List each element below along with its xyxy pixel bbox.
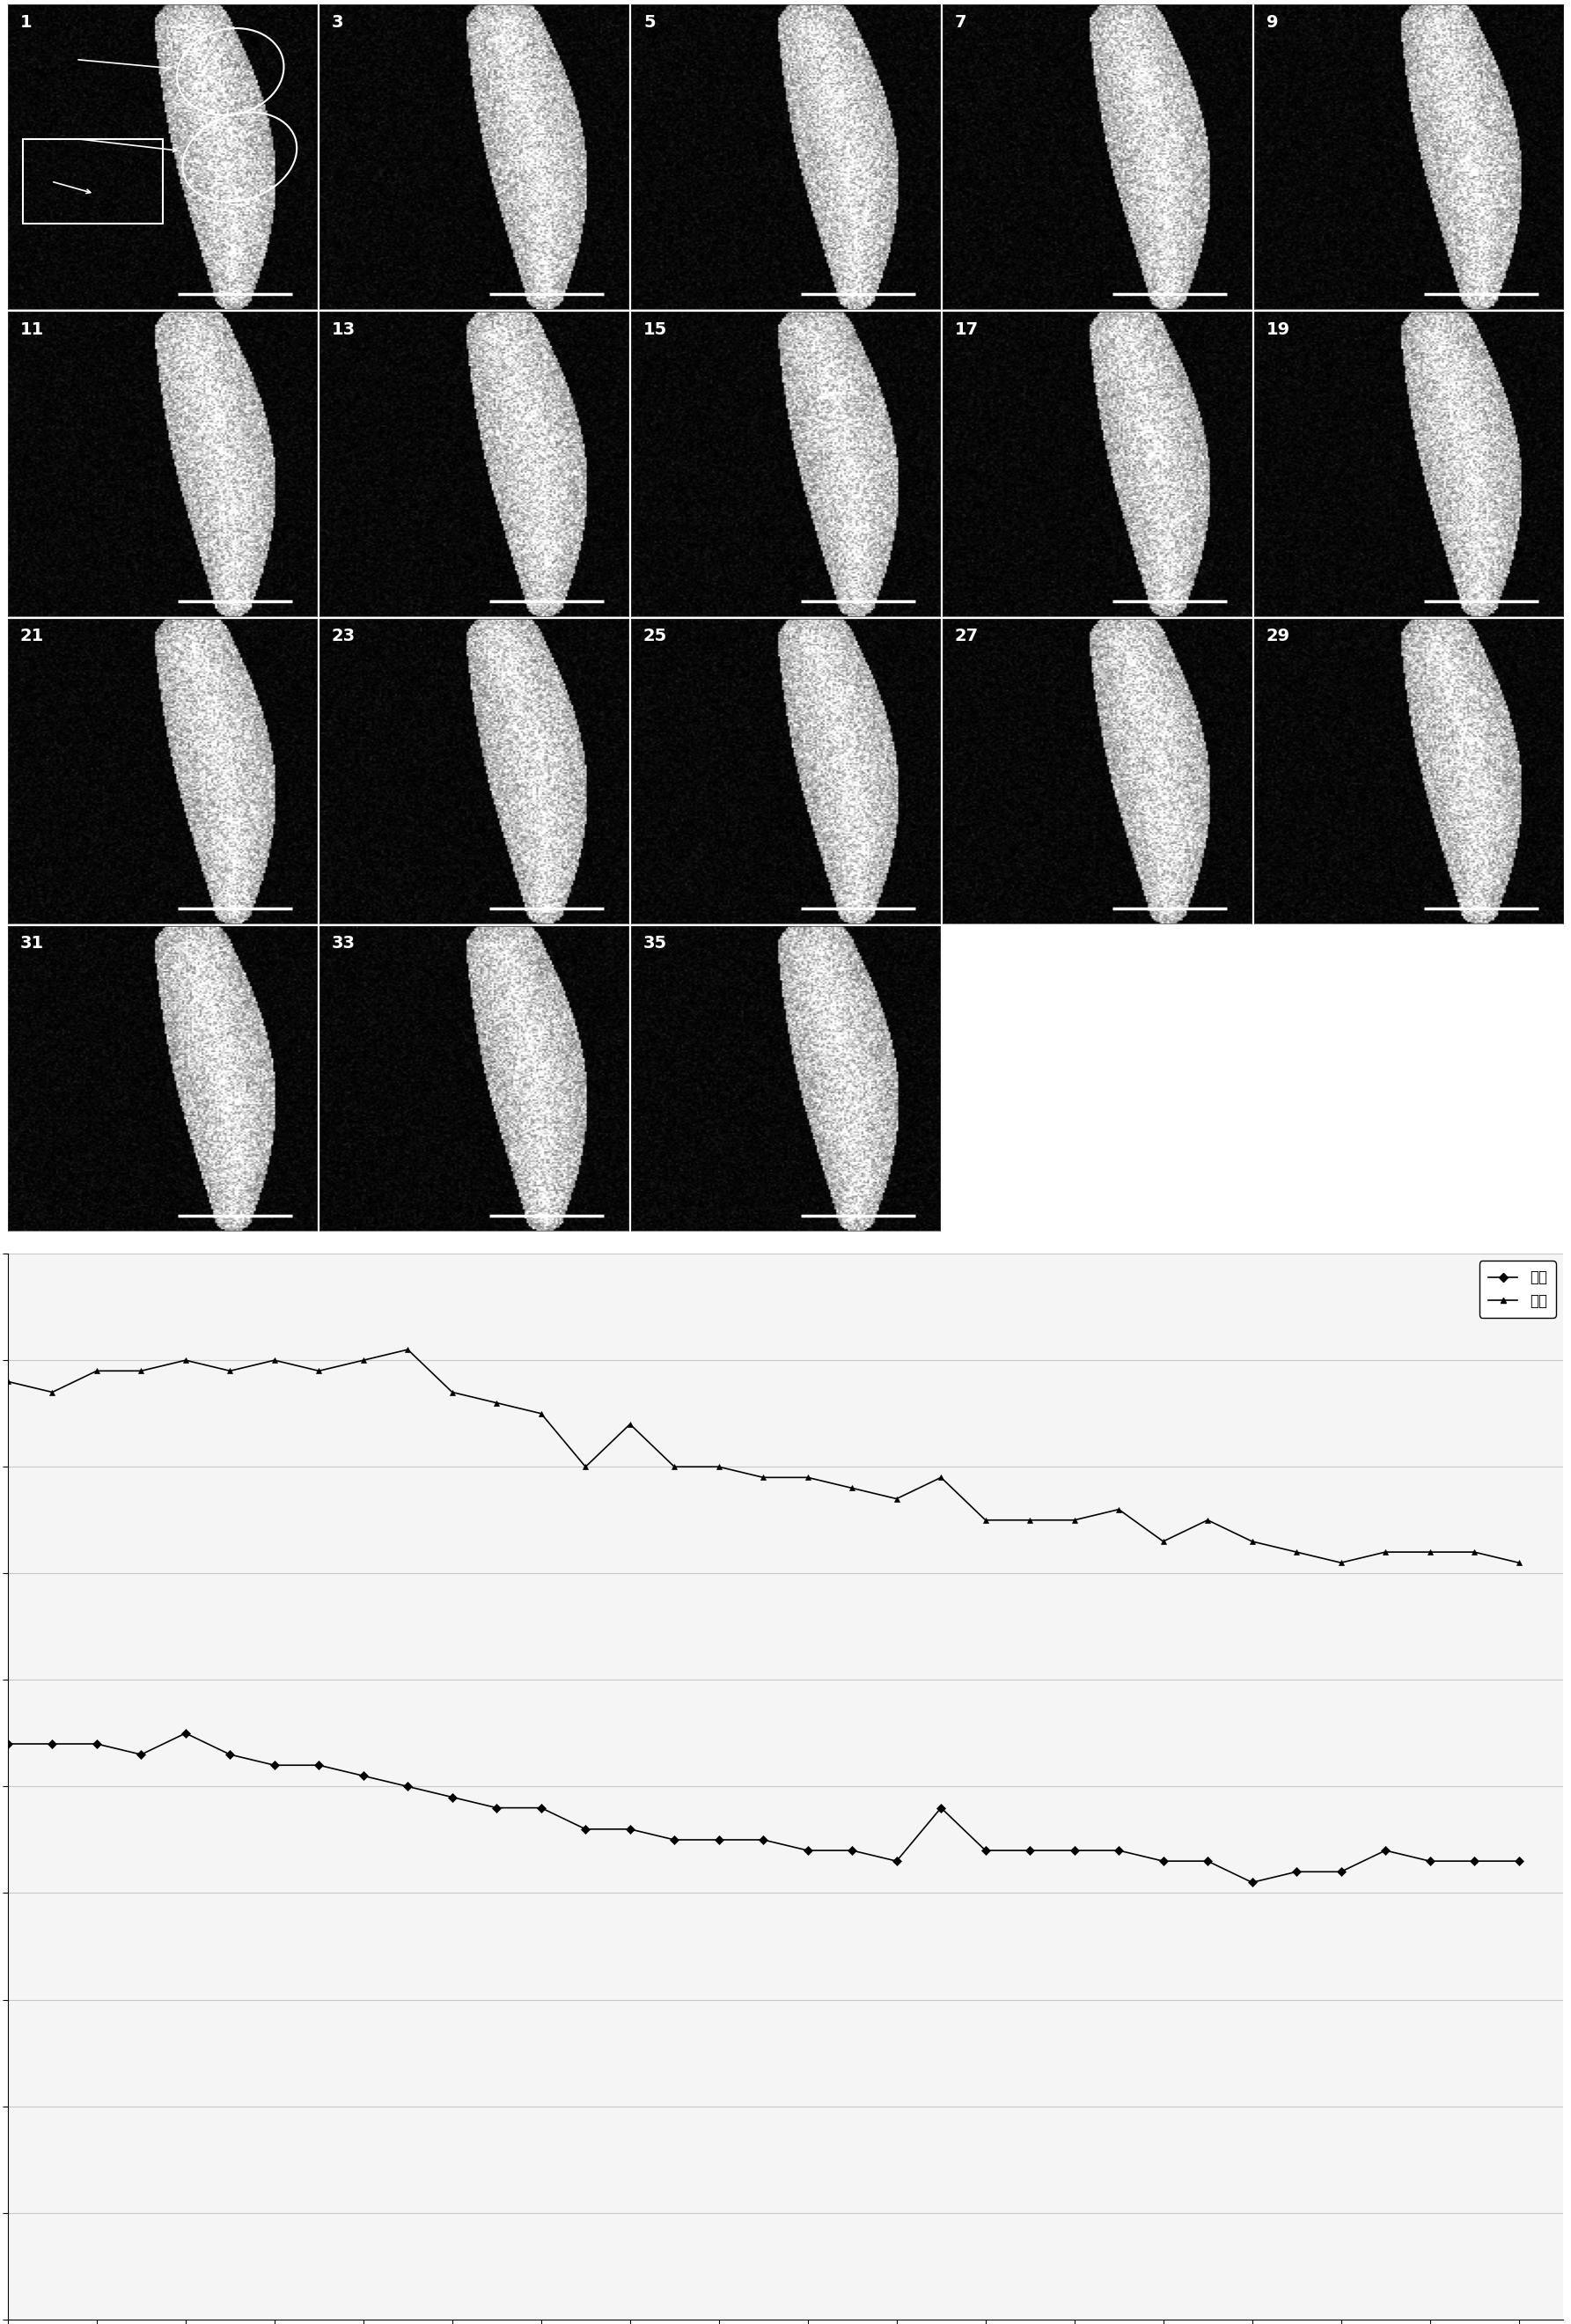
顶端: [798, 1836, 817, 1864]
Legend: 顶端, 底部: 顶端, 底部: [1480, 1262, 1555, 1318]
底部: [1021, 1506, 1040, 1534]
Text: 27: 27: [955, 627, 979, 644]
底部: [1065, 1506, 1084, 1534]
顶端: [842, 1836, 861, 1864]
底部: [1420, 1538, 1439, 1566]
底部: [621, 1411, 639, 1439]
顶端: [176, 1720, 195, 1748]
底部: [976, 1506, 994, 1534]
顶端: [1065, 1836, 1084, 1864]
底部: [1510, 1548, 1529, 1576]
顶端: [1376, 1836, 1395, 1864]
Text: 17: 17: [955, 321, 979, 337]
顶端: [1287, 1857, 1306, 1885]
顶端: [1332, 1857, 1351, 1885]
Text: 13: 13: [331, 321, 355, 337]
顶端: [888, 1848, 906, 1875]
Text: 19: 19: [1266, 321, 1290, 337]
底部: [0, 1367, 17, 1394]
顶端: [42, 1729, 61, 1757]
底部: [399, 1336, 418, 1364]
顶端: [1243, 1868, 1262, 1896]
顶端: [976, 1836, 994, 1864]
Text: 7: 7: [955, 14, 966, 30]
底部: [932, 1464, 950, 1492]
Line: 底部: 底部: [5, 1346, 1522, 1566]
底部: [265, 1346, 284, 1373]
顶端: [487, 1794, 506, 1822]
底部: [487, 1390, 506, 1418]
顶端: [1199, 1848, 1218, 1875]
Text: 33: 33: [331, 934, 355, 953]
顶端: [1510, 1848, 1529, 1875]
顶端: [309, 1752, 328, 1780]
Text: 15: 15: [643, 321, 668, 337]
顶端: [577, 1815, 595, 1843]
底部: [309, 1357, 328, 1385]
顶端: [0, 1729, 17, 1757]
Text: 29: 29: [1266, 627, 1290, 644]
底部: [443, 1378, 462, 1406]
顶端: [1021, 1836, 1040, 1864]
Text: 21: 21: [20, 627, 44, 644]
顶端: [399, 1773, 418, 1801]
顶端: [754, 1827, 773, 1855]
底部: [220, 1357, 239, 1385]
顶端: [132, 1741, 151, 1769]
底部: [710, 1452, 729, 1480]
底部: [1376, 1538, 1395, 1566]
Text: 31: 31: [20, 934, 44, 953]
顶端: [932, 1794, 950, 1822]
顶端: [1153, 1848, 1172, 1875]
顶端: [1420, 1848, 1439, 1875]
顶端: [710, 1827, 729, 1855]
顶端: [665, 1827, 683, 1855]
底部: [798, 1464, 817, 1492]
顶端: [265, 1752, 284, 1780]
顶端: [531, 1794, 550, 1822]
Text: 35: 35: [643, 934, 668, 953]
底部: [1464, 1538, 1483, 1566]
底部: [1287, 1538, 1306, 1566]
顶端: [1109, 1836, 1128, 1864]
Text: 11: 11: [20, 321, 44, 337]
底部: [842, 1473, 861, 1501]
Text: 3: 3: [331, 14, 344, 30]
底部: [754, 1464, 773, 1492]
Bar: [24, 139, 162, 223]
底部: [531, 1399, 550, 1427]
Line: 顶端: 顶端: [5, 1729, 1522, 1885]
底部: [132, 1357, 151, 1385]
顶端: [353, 1762, 372, 1789]
顶端: [88, 1729, 107, 1757]
Text: 5: 5: [643, 14, 655, 30]
底部: [1153, 1527, 1172, 1555]
顶端: [1464, 1848, 1483, 1875]
底部: [353, 1346, 372, 1373]
底部: [1109, 1494, 1128, 1522]
底部: [1199, 1506, 1218, 1534]
Text: 23: 23: [331, 627, 355, 644]
底部: [888, 1485, 906, 1513]
底部: [88, 1357, 107, 1385]
底部: [665, 1452, 683, 1480]
底部: [1243, 1527, 1262, 1555]
Text: 25: 25: [643, 627, 668, 644]
Text: 9: 9: [1266, 14, 1279, 30]
底部: [42, 1378, 61, 1406]
顶端: [220, 1741, 239, 1769]
顶端: [443, 1783, 462, 1810]
底部: [577, 1452, 595, 1480]
底部: [1332, 1548, 1351, 1576]
顶端: [621, 1815, 639, 1843]
Text: 1: 1: [20, 14, 33, 30]
底部: [176, 1346, 195, 1373]
